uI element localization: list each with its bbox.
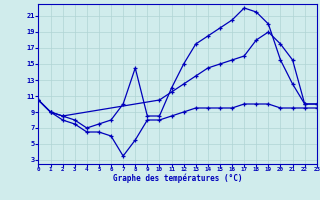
X-axis label: Graphe des températures (°C): Graphe des températures (°C) bbox=[113, 174, 242, 183]
